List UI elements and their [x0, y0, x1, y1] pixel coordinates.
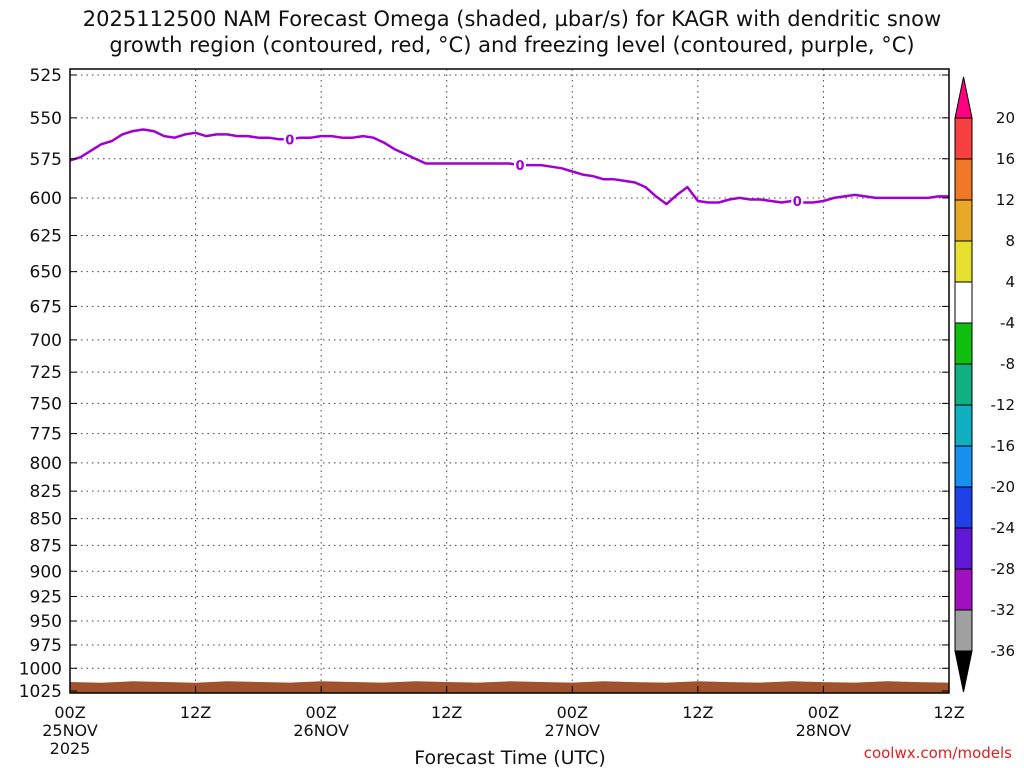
x-date-label: 28NOV: [796, 721, 852, 740]
x-tick-label: 12Z: [933, 703, 964, 722]
colorbar-label: 8: [1005, 232, 1015, 250]
x-tick-label: 12Z: [431, 703, 462, 722]
y-tick-label: 600: [30, 189, 62, 209]
x-axis-label: Forecast Time (UTC): [414, 747, 605, 768]
colorbar-label: -20: [991, 478, 1016, 496]
colorbar-swatch: [954, 281, 973, 324]
contour-label-background: [513, 157, 526, 174]
colorbar-swatch: [954, 527, 973, 570]
y-tick-label: 550: [30, 109, 62, 129]
contour-label-background: [283, 131, 296, 148]
plot-frame: [69, 68, 950, 694]
colorbar-label: -28: [991, 560, 1016, 578]
y-tick-label: 900: [30, 562, 62, 582]
colorbar-label: -12: [991, 396, 1016, 414]
y-tick-label: 925: [30, 587, 62, 607]
colorbar-label: -4: [1000, 314, 1015, 332]
colorbar-bottom-arrow: [954, 650, 973, 693]
colorbar-label: -16: [991, 437, 1016, 455]
colorbar-label: 4: [1005, 273, 1015, 291]
chart-title-line-2: growth region (contoured, red, °C) and f…: [109, 33, 915, 57]
x-date-label: 26NOV: [293, 721, 349, 740]
colorbar: 20 16 12 8 4 -4 -8 -12 -16 -20 -24 -28 -32 -36: [954, 76, 1016, 693]
y-tick-label: 1000: [19, 659, 62, 679]
y-tick-label: 800: [30, 454, 62, 474]
x-tick-label: 00Z: [557, 703, 588, 722]
colorbar-swatch: [954, 117, 973, 160]
colorbar-swatch: [954, 486, 973, 529]
y-tick-label: 825: [30, 482, 62, 502]
colorbar-swatch: [954, 404, 973, 447]
x-year-label: 2025: [50, 739, 91, 758]
y-tick-label: 525: [30, 66, 62, 86]
y-axis: 525 550 575 600 625 650 675 700 725 750 775 800 825 8…: [19, 66, 949, 702]
y-tick-label: 975: [30, 636, 62, 656]
colorbar-label: -24: [991, 519, 1016, 537]
y-tick-label: 750: [30, 394, 62, 414]
terrain-fill: [70, 681, 949, 693]
colorbar-label: 12: [996, 191, 1015, 209]
colorbar-swatch: [954, 240, 973, 283]
contour-label: 0: [285, 133, 294, 148]
y-tick-label: 575: [30, 150, 62, 170]
colorbar-swatch: [954, 199, 973, 242]
chart-title-line-1: 2025112500 NAM Forecast Omega (shaded, µ…: [82, 7, 942, 31]
freezing-level-line: [69, 128, 949, 206]
y-tick-label: 725: [30, 363, 62, 383]
y-tick-label: 675: [30, 297, 62, 317]
x-tick-label: 12Z: [180, 703, 211, 722]
x-tick-label: 00Z: [54, 703, 85, 722]
colorbar-label: 20: [996, 109, 1015, 127]
y-tick-label: 850: [30, 510, 62, 530]
contour-label: 0: [515, 159, 524, 174]
y-tick-label: 950: [30, 612, 62, 632]
colorbar-swatch: [954, 158, 973, 201]
contour-label-background: [791, 193, 804, 210]
colorbar-swatch: [954, 363, 973, 406]
x-tick-label: 12Z: [682, 703, 713, 722]
x-date-label: 27NOV: [544, 721, 600, 740]
colorbar-label: -32: [991, 601, 1016, 619]
y-tick-label: 775: [30, 425, 62, 445]
y-tick-label: 650: [30, 263, 62, 283]
colorbar-swatch: [954, 609, 973, 652]
colorbar-top-arrow: [954, 76, 973, 119]
y-tick-label: 875: [30, 536, 62, 556]
contour-label: 0: [793, 195, 802, 210]
colorbar-label: -8: [1000, 355, 1015, 373]
colorbar-label: -36: [991, 642, 1016, 660]
colorbar-swatch: [954, 445, 973, 488]
watermark: coolwx.com/models: [864, 744, 1012, 762]
x-date-label: 25NOV: [42, 721, 98, 740]
chart-title: 2025112500 NAM Forecast Omega (shaded, µ…: [0, 6, 1024, 58]
x-tick-label: 00Z: [305, 703, 336, 722]
colorbar-label: 16: [996, 150, 1015, 168]
colorbar-swatch: [954, 568, 973, 611]
y-tick-label: 625: [30, 227, 62, 247]
x-tick-label: 00Z: [808, 703, 839, 722]
y-tick-label: 700: [30, 331, 62, 351]
freezing-level-series: 0 0 0: [69, 128, 949, 210]
y-tick-label: 1025: [19, 682, 62, 702]
terrain-area: [70, 681, 949, 693]
colorbar-swatch: [954, 322, 973, 365]
